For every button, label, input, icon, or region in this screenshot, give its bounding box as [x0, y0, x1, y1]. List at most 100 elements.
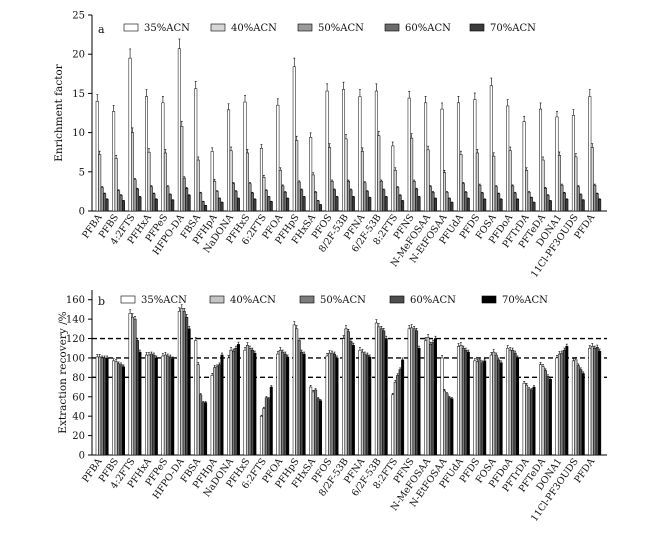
bar-pfpes-70-acn — [171, 358, 175, 456]
bar-fosa-50-acn — [494, 186, 498, 212]
bar-pfhpa-40-acn — [213, 367, 217, 456]
bar-n-mefosaa-40-acn — [426, 337, 430, 456]
bar-pfda-35-acn — [588, 347, 592, 456]
bar-pftrda-70-acn — [532, 386, 536, 456]
bar-fhxsa-35-acn — [309, 137, 313, 212]
bar-pfds-40-acn — [475, 361, 479, 456]
y-tick-label-100: 100 — [66, 353, 85, 364]
bar-pfhxs-35-acn — [243, 349, 247, 456]
bar-pfds-40-acn — [475, 152, 479, 212]
bar-fbsa-60-acn — [201, 201, 205, 212]
bar-6-2f-53b-35-acn — [374, 322, 378, 456]
bar-n-mefosaa-40-acn — [426, 149, 430, 212]
bar-hfpo-da-60-acn — [185, 188, 189, 212]
bar-pfpes-60-acn — [168, 356, 172, 456]
bar-pfdoa-35-acn — [506, 105, 510, 212]
bar-4-2fts-40-acn — [131, 132, 135, 212]
bar-pfbs-35-acn — [112, 360, 116, 456]
bar-pfns-50-acn — [412, 180, 416, 212]
bar-pfoa-50-acn — [281, 185, 285, 212]
legend-swatch-35-acn — [123, 23, 139, 32]
bar-4-2fts-70-acn — [138, 196, 142, 212]
bar-fbsa-50-acn — [199, 394, 203, 456]
bar-8-2fts-60-acn — [398, 369, 402, 456]
bar-pfna-35-acn — [358, 96, 362, 212]
bar-n-etfosaa-70-acn — [450, 398, 454, 456]
bar-fhxsa-35-acn — [309, 386, 313, 456]
bar-pfbs-70-acn — [122, 366, 125, 456]
legend-swatch-50-acn — [299, 295, 315, 304]
bar-fbsa-60-acn — [201, 402, 205, 456]
bar-pfna-40-acn — [360, 151, 364, 212]
bar-pfns-40-acn — [410, 137, 414, 212]
bar-pfhxa-35-acn — [145, 96, 148, 212]
bar-pfhps-70-acn — [302, 196, 306, 212]
bar-fosa-60-acn — [497, 359, 501, 456]
bar-pfhxs-50-acn — [248, 347, 252, 456]
bar-pfhxs-35-acn — [243, 101, 247, 212]
legend-swatch-60-acn — [384, 23, 400, 32]
bar-pfhxs-60-acn — [250, 192, 254, 212]
bar-8-2fts-70-acn — [401, 200, 405, 212]
bar-hfpo-da-60-acn — [185, 316, 189, 456]
bar-6-2fts-70-acn — [269, 201, 273, 212]
bar-pfns-60-acn — [415, 330, 419, 456]
bar-pfda-60-acn — [595, 193, 599, 212]
y-tick-label-120: 120 — [66, 334, 85, 345]
bar-n-mefosaa-35-acn — [424, 102, 428, 212]
bar-pfteda-70-acn — [548, 379, 552, 456]
bar-pfda-40-acn — [590, 346, 594, 456]
bar-pfhxa-50-acn — [149, 353, 153, 456]
bar-pfbs-40-acn — [114, 361, 118, 456]
panel-label: b — [98, 295, 105, 308]
bar-4-2fts-35-acn — [128, 57, 132, 212]
bar-pfpes-35-acn — [161, 355, 165, 456]
bar-pfos-40-acn — [328, 147, 332, 212]
bar-pfdoa-60-acn — [513, 352, 517, 456]
bar-pftrda-40-acn — [525, 169, 529, 212]
bar-pfdoa-70-acn — [516, 357, 520, 456]
bar-pfpes-70-acn — [171, 199, 175, 212]
bar-pfns-40-acn — [410, 327, 414, 456]
y-tick-label-20: 20 — [72, 431, 85, 442]
bar-8-2fts-50-acn — [396, 375, 400, 456]
bar-n-etfosaa-50-acn — [445, 393, 449, 456]
bar-6-2f-53b-40-acn — [377, 135, 381, 212]
bar-fhxsa-50-acn — [314, 389, 318, 456]
bar-fbsa-70-acn — [204, 205, 208, 212]
bar-nadona-60-acn — [234, 347, 238, 456]
bar-fosa-40-acn — [492, 155, 496, 212]
bar-pfna-50-acn — [363, 353, 367, 456]
legend-swatch-70-acn — [481, 295, 497, 304]
bar-11cl-pf3ouds-60-acn — [579, 194, 583, 212]
bar-pfna-50-acn — [363, 182, 367, 212]
bar-dona1-35-acn — [555, 357, 559, 456]
bar-pfna-60-acn — [365, 354, 369, 456]
bar-pfteda-40-acn — [541, 366, 545, 456]
bar-11cl-pf3ouds-70-acn — [581, 373, 585, 456]
bar-nadona-70-acn — [236, 198, 240, 212]
bar-pfoa-35-acn — [276, 353, 280, 456]
bar-pfos-50-acn — [330, 180, 334, 212]
bar-n-etfosaa-40-acn — [443, 172, 446, 212]
bar-n-mefosaa-50-acn — [429, 344, 433, 456]
bar-pfteda-40-acn — [541, 159, 545, 212]
bar-4-2fts-50-acn — [133, 318, 137, 456]
bar-pfbs-50-acn — [117, 363, 121, 456]
bar-pfos-40-acn — [328, 352, 332, 456]
bar-11cl-pf3ouds-50-acn — [576, 186, 580, 212]
bar-4-2fts-40-acn — [131, 316, 135, 456]
bar-fosa-60-acn — [497, 193, 501, 212]
bar-n-mefosaa-60-acn — [431, 342, 435, 456]
bar-pftrda-40-acn — [525, 384, 529, 456]
bar-fhxsa-60-acn — [316, 200, 320, 212]
bar-pfbs-40-acn — [114, 158, 118, 212]
bar-11cl-pf3ouds-50-acn — [576, 365, 580, 456]
legend-swatch-50-acn — [297, 23, 313, 32]
bar-11cl-pf3ouds-40-acn — [574, 156, 578, 212]
bar-6-2f-53b-60-acn — [382, 330, 386, 456]
bar-pfba-70-acn — [105, 357, 109, 456]
y-axis-label: Extraction recovery /% — [57, 311, 69, 433]
